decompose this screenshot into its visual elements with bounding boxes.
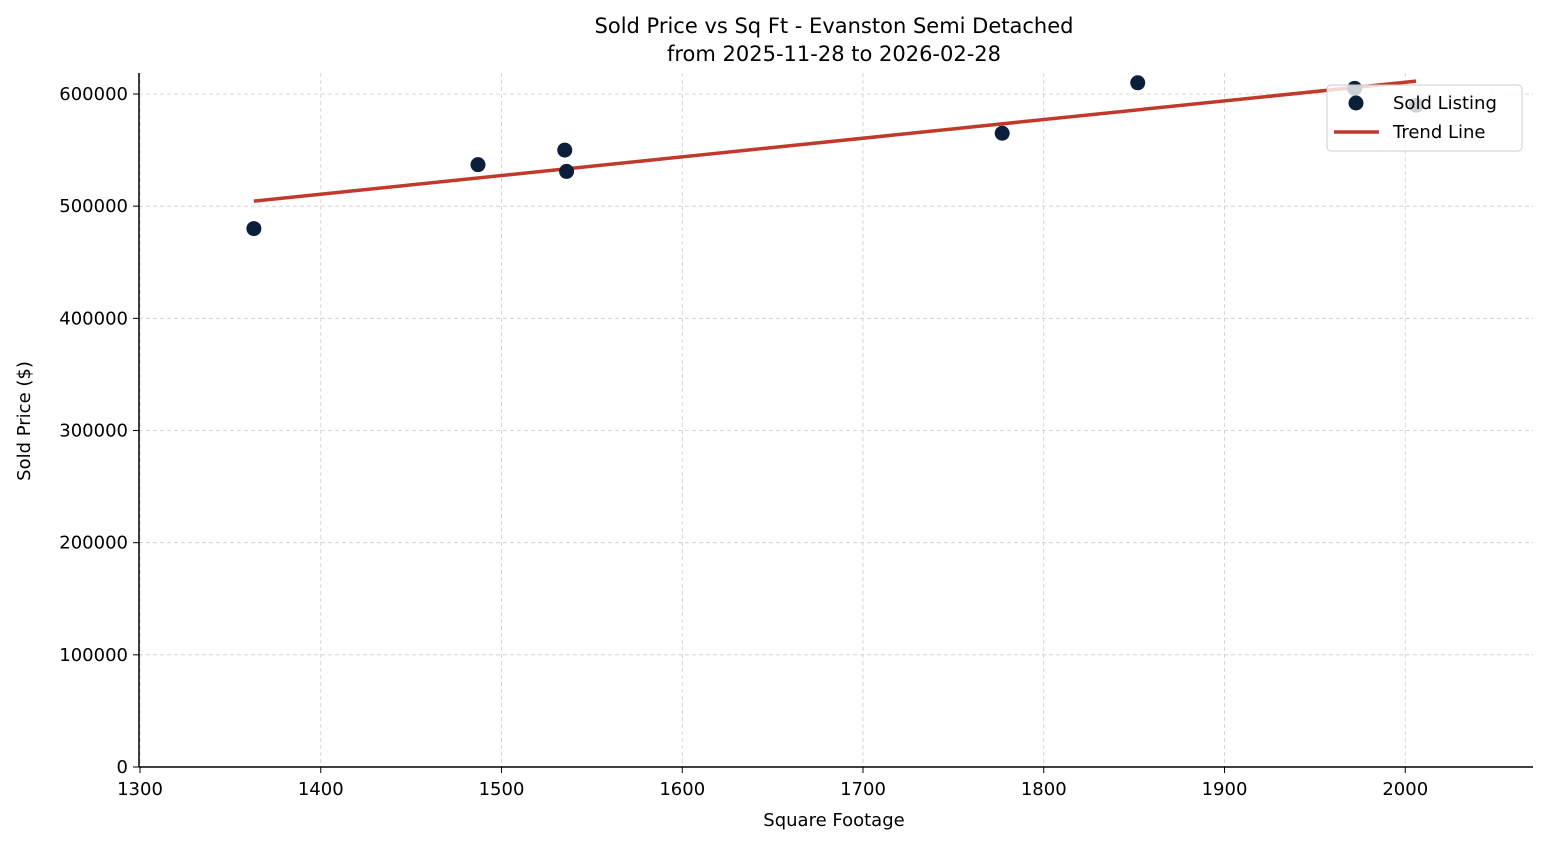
legend-marker-sold-listing <box>1348 95 1364 111</box>
y-tick-label: 0 <box>117 757 128 778</box>
legend-box <box>1326 84 1523 152</box>
y-tick-label: 500000 <box>59 196 128 217</box>
x-axis-label: Square Footage <box>763 810 904 831</box>
chart-title: Sold Price vs Sq Ft - Evanston Semi Deta… <box>595 14 1074 38</box>
trend-line <box>253 79 1417 203</box>
data-point <box>246 221 262 237</box>
legend-label-sold-listing: Sold Listing <box>1393 93 1497 114</box>
y-tick-label: 400000 <box>59 308 128 329</box>
axes: 1300 1400 1500 1600 1700 1800 1900 2000 0 100000 2… <box>59 73 1533 800</box>
x-tick-label: 1900 <box>1202 779 1248 800</box>
x-tick-label: 1700 <box>840 779 886 800</box>
data-point <box>470 157 486 173</box>
marks <box>246 75 1424 237</box>
data-point <box>557 142 573 158</box>
x-tick-label: 1600 <box>659 779 705 800</box>
x-tick-label: 1500 <box>479 779 525 800</box>
data-point <box>1130 75 1146 91</box>
chart-subtitle: from 2025-11-28 to 2026-02-28 <box>667 42 1001 66</box>
y-tick-label: 100000 <box>59 645 128 666</box>
data-point <box>559 163 575 179</box>
x-tick-label: 1300 <box>117 779 163 800</box>
y-axis-label: Sold Price ($) <box>14 361 35 481</box>
x-tick-label: 1400 <box>298 779 344 800</box>
x-tick-label: 2000 <box>1382 779 1428 800</box>
data-point <box>994 125 1010 141</box>
y-tick-label: 200000 <box>59 533 128 554</box>
legend: Sold Listing Trend Line <box>1326 84 1523 152</box>
grid <box>139 73 1533 767</box>
legend-label-trend-line: Trend Line <box>1392 122 1486 143</box>
y-tick-label: 600000 <box>59 84 128 105</box>
x-tick-label: 1800 <box>1021 779 1067 800</box>
y-tick-label: 300000 <box>59 421 128 442</box>
